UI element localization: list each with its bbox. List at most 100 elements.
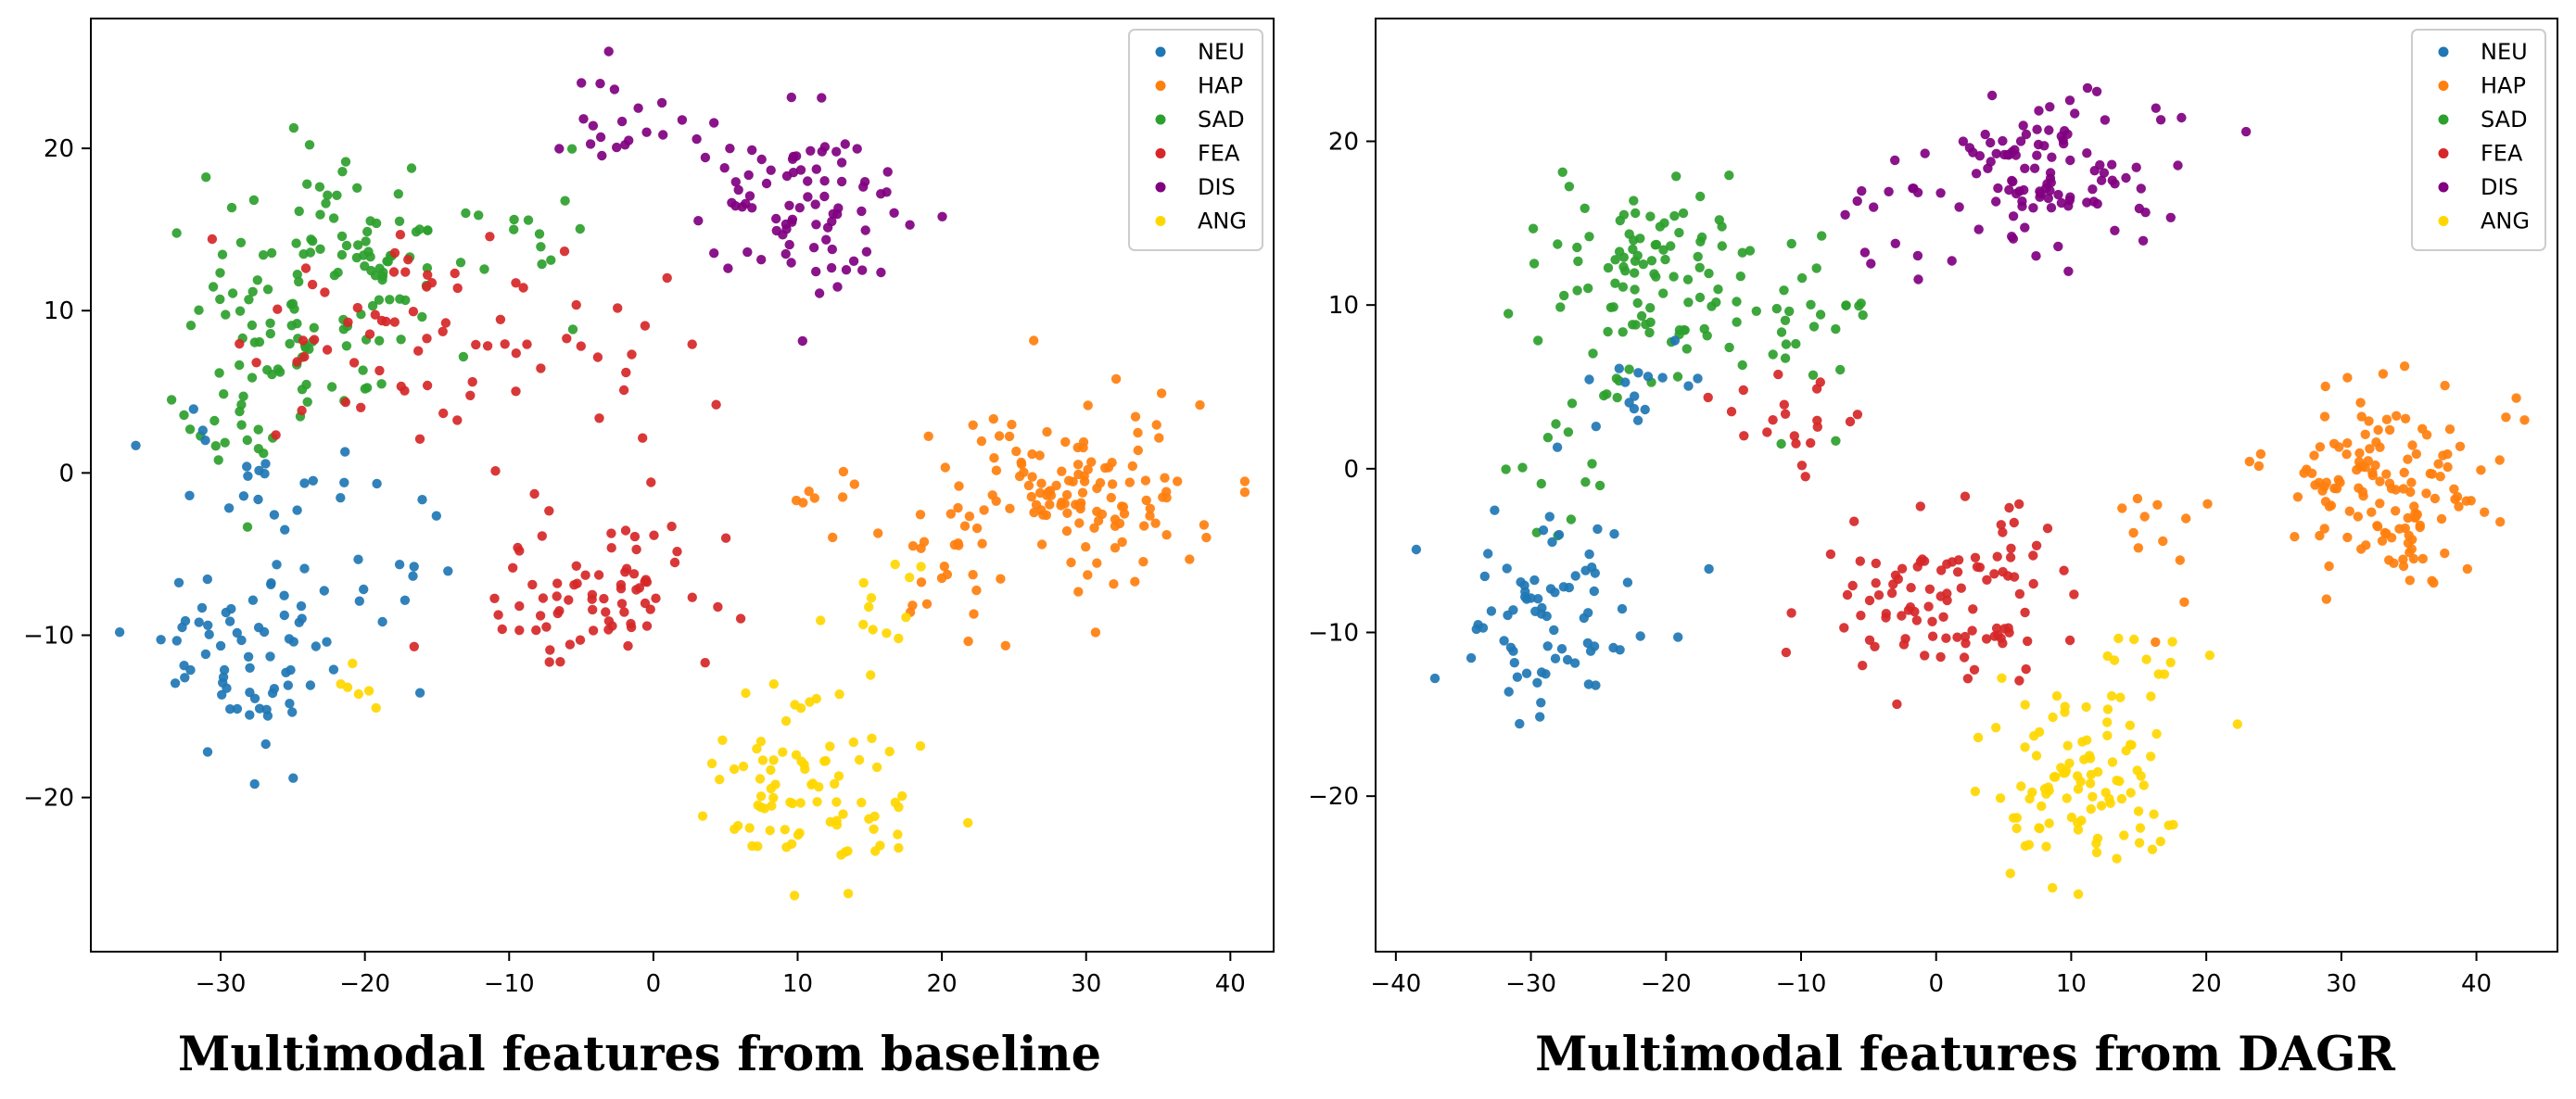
baseline-point-fea bbox=[471, 339, 481, 350]
dagr-point-sad bbox=[1776, 327, 1787, 337]
dagr-point-fea bbox=[1906, 583, 1916, 593]
dagr-point-neu bbox=[1558, 582, 1569, 592]
baseline-point-fea bbox=[641, 621, 653, 631]
baseline-point-hap bbox=[976, 436, 987, 447]
baseline-y-tick-label: 20 bbox=[44, 135, 74, 163]
baseline-point-sad bbox=[247, 286, 258, 297]
baseline-point-neu bbox=[215, 640, 226, 651]
dagr-point-hap bbox=[2405, 575, 2415, 586]
dagr-x-tick-label: 40 bbox=[2461, 970, 2492, 998]
dagr-point-fea bbox=[1811, 384, 1822, 394]
baseline-point-fea bbox=[562, 334, 572, 344]
dagr-point-sad bbox=[1594, 480, 1605, 491]
baseline-point-dis bbox=[819, 176, 830, 186]
baseline-point-fea bbox=[623, 640, 633, 651]
baseline-point-hap bbox=[971, 523, 983, 534]
baseline-point-dis bbox=[730, 177, 741, 187]
baseline-point-hap bbox=[1141, 495, 1151, 506]
dagr-point-fea bbox=[1839, 623, 1849, 633]
dagr-point-fea bbox=[1969, 664, 1980, 675]
baseline-point-ang bbox=[738, 761, 749, 772]
baseline-point-sad bbox=[374, 295, 385, 305]
baseline-point-fea bbox=[422, 380, 433, 391]
dagr-point-sad bbox=[1567, 398, 1578, 409]
dagr-point-dis bbox=[2064, 195, 2075, 206]
dagr-point-fea bbox=[2023, 636, 2033, 647]
baseline-point-hap bbox=[1007, 420, 1017, 430]
baseline-point-dis bbox=[612, 142, 622, 153]
dagr-point-fea bbox=[1791, 438, 1801, 448]
baseline-point-dis bbox=[821, 234, 831, 245]
baseline-point-sad bbox=[215, 268, 225, 278]
dagr-point-fea bbox=[1989, 569, 1999, 579]
baseline-point-fea bbox=[235, 338, 245, 349]
dagr-point-fea bbox=[1923, 601, 1934, 612]
dagr-point-neu bbox=[1552, 442, 1563, 452]
baseline-point-fea bbox=[620, 525, 631, 536]
dagr-point-dis bbox=[2165, 212, 2176, 222]
dagr-point-sad bbox=[1610, 278, 1620, 288]
baseline-point-sad bbox=[395, 294, 405, 304]
baseline-point-dis bbox=[808, 243, 819, 253]
baseline-point-neu bbox=[223, 503, 235, 513]
baseline-point-neu bbox=[269, 684, 280, 694]
dagr-point-fea bbox=[1998, 566, 2008, 577]
baseline-point-neu bbox=[261, 704, 272, 714]
dagr-point-fea bbox=[1881, 613, 1891, 623]
baseline-point-hap bbox=[828, 532, 838, 543]
baseline-point-sad bbox=[414, 224, 425, 234]
dagr-point-fea bbox=[1996, 520, 2006, 530]
baseline-point-dis bbox=[766, 165, 776, 175]
dagr-point-fea bbox=[1870, 641, 1880, 651]
baseline-point-ang bbox=[864, 814, 874, 824]
dagr-point-ang bbox=[2155, 836, 2165, 847]
baseline-point-sad bbox=[336, 249, 348, 260]
dagr-point-fea bbox=[1962, 674, 1973, 684]
dagr-point-dis bbox=[2046, 203, 2057, 213]
dagr-y-axis: −20 −10 0 10 20 bbox=[1308, 129, 1376, 811]
dagr-point-ang bbox=[1997, 673, 2007, 683]
dagr-point-sad bbox=[1671, 171, 1681, 182]
dagr-point-dis bbox=[2039, 141, 2049, 151]
dagr-point-dis bbox=[2151, 103, 2161, 113]
baseline-point-hap bbox=[1026, 491, 1037, 502]
baseline-point-sad bbox=[252, 275, 262, 285]
baseline-point-dis bbox=[771, 225, 781, 236]
baseline-point-sad bbox=[219, 389, 229, 399]
baseline-point-ang bbox=[884, 746, 895, 757]
dagr-point-fea bbox=[2021, 663, 2031, 675]
baseline-point-ang bbox=[780, 825, 790, 835]
dagr-y-tick-label: −20 bbox=[1308, 783, 1359, 811]
dagr-point-ang bbox=[2119, 830, 2129, 840]
baseline-point-ang bbox=[894, 802, 904, 813]
dagr-point-sad bbox=[1599, 390, 1609, 401]
dagr-point-sad bbox=[1659, 218, 1669, 228]
dagr-point-sad bbox=[1551, 419, 1561, 429]
baseline-point-neu bbox=[260, 469, 270, 479]
dagr-point-fea bbox=[1703, 392, 1713, 403]
dagr-x-axis: −40 −30 −20 −10 0 10 20 30 40 bbox=[1370, 952, 2492, 998]
baseline-point-dis bbox=[658, 130, 668, 140]
dagr-point-dis bbox=[2138, 235, 2149, 246]
baseline-point-sad bbox=[308, 236, 318, 246]
dagr-point-dis bbox=[1973, 224, 1984, 234]
dagr-point-fea bbox=[1845, 416, 1856, 427]
baseline-point-hap bbox=[1161, 530, 1172, 540]
baseline-point-dis bbox=[860, 225, 870, 235]
baseline-point-hap bbox=[1095, 477, 1106, 488]
dagr-point-sad bbox=[1630, 284, 1640, 295]
dagr-point-dis bbox=[2131, 162, 2141, 172]
dagr-point-hap bbox=[2344, 506, 2354, 516]
baseline-point-dis bbox=[747, 145, 757, 156]
dagr-point-fea bbox=[1996, 633, 2006, 643]
baseline-point-dis bbox=[585, 139, 596, 149]
dagr-point-fea bbox=[1864, 595, 1875, 606]
baseline-point-ang bbox=[867, 733, 877, 743]
baseline-point-fea bbox=[489, 593, 500, 603]
dagr-point-hap bbox=[2353, 512, 2363, 522]
dagr-legend-marker-ang bbox=[2438, 216, 2449, 226]
baseline-x-tick-label: −30 bbox=[196, 970, 247, 998]
dagr-point-fea bbox=[1936, 565, 1947, 575]
dagr-point-hap bbox=[2461, 496, 2471, 506]
dagr-point-ang bbox=[2016, 781, 2026, 791]
